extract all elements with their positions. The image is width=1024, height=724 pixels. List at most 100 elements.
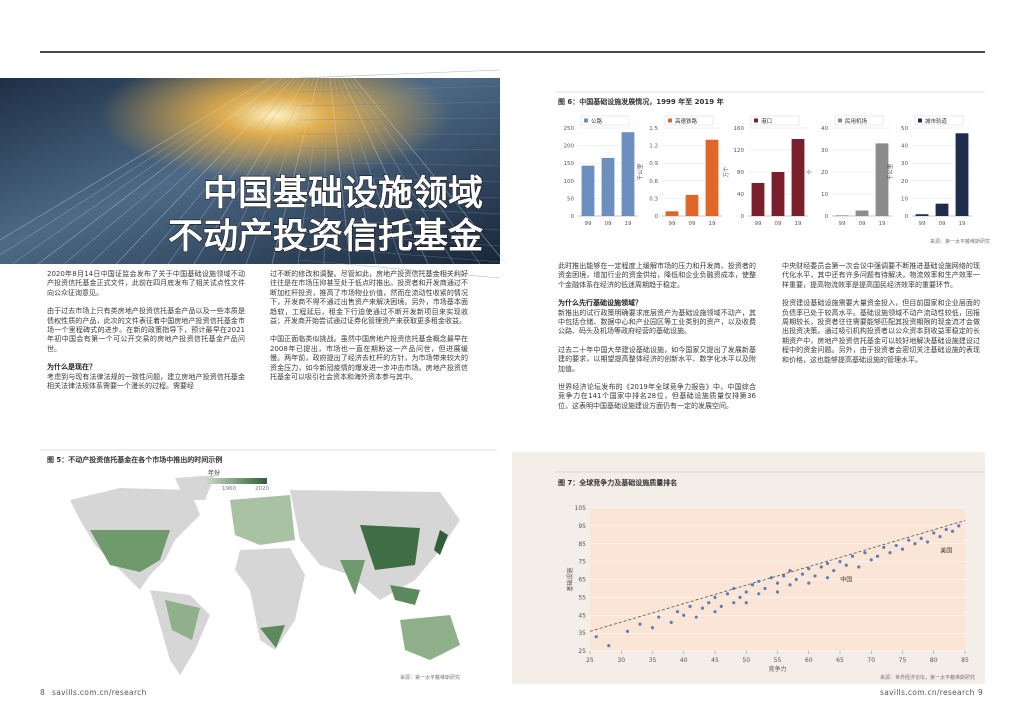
x-tick-label: 50 [742, 657, 750, 664]
legend-label: 民用机场 [845, 117, 868, 125]
point [807, 581, 811, 585]
point [594, 635, 598, 639]
point [750, 583, 755, 587]
x-tick-label: 19 [625, 221, 632, 227]
point [863, 551, 867, 555]
point [844, 563, 848, 567]
building-edge [299, 161, 501, 167]
text-column: 中央财经委员会第一次会议中强调要不断推进基础设施网络的现代化水平，其中还有许多问… [782, 262, 980, 374]
text-column: 此时推出能够在一定程度上缓解市场的压力和开发商、投资者的资金困境，增加行业的资金… [558, 262, 756, 420]
point [819, 565, 823, 569]
legend-label: 港口 [761, 117, 772, 125]
x-tick-label: 19 [959, 221, 966, 227]
x-tick-label: 09 [859, 221, 866, 227]
trend-line [589, 520, 966, 632]
point [625, 629, 630, 633]
legend-label: 公路 [591, 117, 603, 125]
bar [955, 133, 969, 216]
point [907, 538, 911, 542]
y-tick-label: 0 [655, 214, 659, 220]
building-edge [37, 77, 283, 265]
x-tick-label: 80 [930, 657, 938, 664]
legend-label: 1960 [222, 486, 236, 492]
y-tick-label: 55 [578, 594, 586, 601]
point [894, 543, 898, 548]
footer-url: savills.com.cn/research [880, 688, 975, 697]
building-edge [271, 77, 319, 265]
x-tick-label: 19 [795, 221, 802, 227]
source: 来源：世界经济论坛，第一太平戴维斯研究 [880, 675, 976, 681]
building-edge [89, 77, 291, 265]
point [757, 579, 761, 583]
paragraph: 考虑到与现有法律法规的一致性问题，建立房地产投资信托基金相关法律法规体系需要一个… [47, 372, 245, 391]
x-tick-label: 45 [711, 657, 719, 664]
legend-box [750, 115, 800, 126]
axis-label: 个 [807, 169, 814, 175]
building-edge [337, 77, 403, 265]
y-tick-label: 0.6 [649, 179, 658, 185]
x-tick-label: 60 [805, 657, 813, 664]
y-tick-label: 10 [821, 192, 828, 198]
world-map [70, 475, 460, 675]
building-edge [341, 77, 429, 265]
building-edge [299, 203, 501, 215]
y-tick-label: 1.2 [649, 144, 658, 150]
building-edge [299, 217, 501, 231]
bar [771, 172, 785, 216]
x-tick-label: 19 [709, 221, 716, 227]
building-edge [299, 231, 501, 247]
point [832, 568, 836, 573]
point [650, 626, 655, 630]
axis-label: 千公里 [636, 163, 644, 180]
y-tick-label: 45 [578, 612, 586, 619]
figure-caption: 图 7：全球竞争力及基础设施质量排名 [558, 479, 678, 487]
paragraph: 过不断的修改和调整。尽管如此，房地产投资信托基金相关利好往往是在市场压抑甚至处于… [270, 270, 468, 326]
source: 来源：第一太平戴维斯研究 [930, 239, 991, 245]
point [700, 606, 705, 610]
y-tick-label: 40 [737, 192, 744, 198]
building-edge [299, 147, 501, 151]
y-tick-label: 150 [564, 161, 575, 167]
point [732, 586, 736, 591]
building-edge [299, 85, 501, 93]
legend-box [834, 115, 884, 126]
legend-title: 年份 [208, 470, 221, 477]
legend-box [914, 115, 964, 126]
page-number: 9 [978, 688, 984, 697]
bar [751, 183, 765, 216]
legend-swatch [668, 118, 672, 123]
point [944, 527, 948, 532]
x-tick-label: 19 [879, 221, 886, 227]
point [675, 610, 680, 614]
legend-swatch [918, 118, 922, 123]
point [782, 574, 786, 578]
y-tick-label: 75 [578, 559, 586, 566]
point [850, 554, 855, 558]
x-tick-label: 09 [689, 221, 696, 227]
text-column: 过不断的修改和调整。尽管如此，房地产投资信托基金相关利好往往是在市场压抑甚至处于… [270, 270, 468, 391]
y-tick-label: 0 [741, 214, 745, 220]
x-tick-label: 09 [775, 221, 782, 227]
x-tick-label: 09 [605, 221, 612, 227]
building-edge [329, 77, 351, 265]
paragraph: 中央财经委员会第一次会议中强调要不断推进基础设施网络的现代化水平，其中还有许多问… [782, 262, 980, 289]
point [638, 622, 642, 626]
hero-title: 不动产投资信托基金 [168, 216, 484, 257]
point [775, 581, 780, 585]
bar [621, 132, 635, 216]
bar [855, 210, 869, 216]
paragraph: 新推出的试行政策明确要求底层资产为基础设施领域不动产，其中包括仓储、数据中心和产… [558, 308, 756, 336]
y-tick-label: 40 [901, 144, 908, 150]
y-tick-label: 105 [575, 505, 587, 512]
point [882, 545, 886, 549]
point [950, 529, 955, 533]
annotation: 美国 [940, 547, 952, 555]
building-edge [345, 77, 455, 265]
y-tick-label: 1.5 [649, 126, 658, 132]
x-tick-label: 99 [839, 221, 846, 227]
y-tick-label: 0 [905, 214, 909, 220]
building-edge [219, 77, 311, 265]
x-tick-label: 99 [585, 221, 592, 227]
